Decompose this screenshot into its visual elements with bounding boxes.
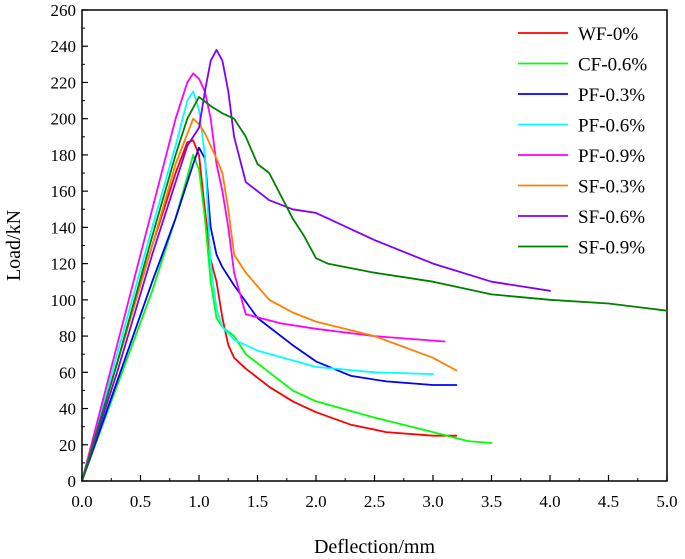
series-line-pf-0-6- bbox=[81, 90, 434, 482]
series-line-pf-0-9- bbox=[81, 72, 446, 482]
y-tick-label: 240 bbox=[51, 37, 77, 56]
y-tick-label: 0 bbox=[68, 472, 77, 491]
x-tick-label: 1.0 bbox=[188, 492, 209, 511]
y-tick-label: 80 bbox=[59, 327, 76, 346]
legend-label: WF-0% bbox=[578, 24, 638, 45]
y-tick-label: 180 bbox=[51, 146, 77, 165]
series-line-cf-0-6- bbox=[81, 153, 493, 482]
y-tick-label: 200 bbox=[51, 110, 77, 129]
y-tick-label: 220 bbox=[51, 73, 77, 92]
x-axis-ticks: 0.0 0.5 1.0 1.5 2.0 2.5 3.0 3.5 4.0 4.5 5.0 bbox=[71, 475, 678, 511]
legend-label: PF-0.9% bbox=[578, 146, 645, 167]
series-line-sf-0-9- bbox=[81, 96, 668, 482]
x-axis-title: Deflection/mm bbox=[314, 536, 436, 558]
x-tick-label: 0.0 bbox=[71, 492, 92, 511]
x-tick-label: 4.5 bbox=[598, 492, 619, 511]
legend-label: SF-0.3% bbox=[578, 177, 645, 198]
legend-label: PF-0.3% bbox=[578, 85, 645, 106]
x-tick-label: 3.0 bbox=[422, 492, 443, 511]
y-tick-label: 60 bbox=[59, 363, 76, 382]
x-tick-label: 2.0 bbox=[305, 492, 326, 511]
x-tick-label: 0.5 bbox=[130, 492, 151, 511]
x-tick-label: 5.0 bbox=[656, 492, 677, 511]
series-line-pf-0-3- bbox=[81, 146, 458, 482]
series-line-wf-0- bbox=[81, 139, 458, 482]
y-tick-label: 140 bbox=[51, 218, 77, 237]
y-tick-label: 260 bbox=[51, 1, 77, 20]
y-tick-label: 100 bbox=[51, 291, 77, 310]
y-tick-label: 160 bbox=[51, 182, 77, 201]
legend-label: PF-0.6% bbox=[578, 116, 645, 137]
x-tick-label: 4.0 bbox=[539, 492, 560, 511]
legend-label: SF-0.9% bbox=[578, 238, 645, 259]
y-tick-label: 40 bbox=[59, 400, 76, 419]
legend-label: CF-0.6% bbox=[578, 55, 647, 76]
y-axis-ticks: 0 20 40 60 80 100 120 140 160 180 200 220 240 260 bbox=[51, 1, 88, 491]
series-line-sf-0-3- bbox=[81, 117, 458, 482]
y-axis-title: Load/kN bbox=[3, 210, 25, 281]
series-lines bbox=[81, 49, 668, 482]
x-tick-label: 1.5 bbox=[247, 492, 268, 511]
series-line-sf-0-6- bbox=[81, 49, 551, 482]
y-tick-label: 120 bbox=[51, 255, 77, 274]
x-tick-label: 3.5 bbox=[481, 492, 502, 511]
x-tick-label: 2.5 bbox=[364, 492, 385, 511]
legend: WF-0% CF-0.6% PF-0.3% PF-0.6% PF-0.9% SF-0.3%… bbox=[518, 24, 647, 259]
y-tick-label: 20 bbox=[59, 436, 76, 455]
legend-label: SF-0.6% bbox=[578, 207, 645, 228]
